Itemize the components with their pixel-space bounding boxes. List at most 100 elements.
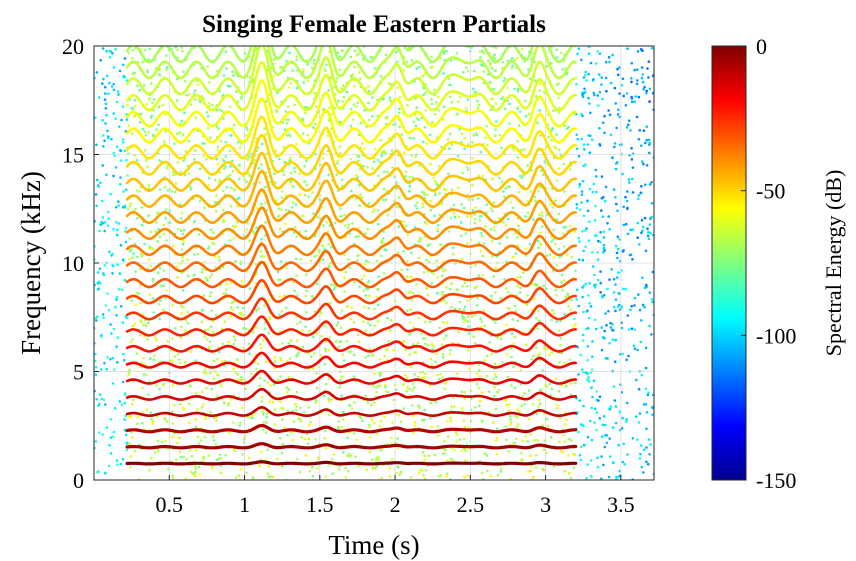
noise-point xyxy=(126,174,129,177)
noise-point xyxy=(183,111,186,114)
noise-point xyxy=(301,345,305,349)
noise-point xyxy=(200,406,204,409)
noise-point xyxy=(555,264,559,267)
noise-point xyxy=(638,308,642,312)
noise-point xyxy=(293,103,297,107)
noise-point xyxy=(595,390,598,393)
noise-point xyxy=(498,133,502,137)
noise-point xyxy=(194,418,197,421)
noise-point xyxy=(651,233,654,237)
noise-point xyxy=(535,412,539,416)
noise-point xyxy=(276,457,279,461)
noise-point xyxy=(313,352,316,355)
noise-point xyxy=(392,398,396,402)
noise-point xyxy=(355,438,359,442)
noise-point xyxy=(527,417,531,421)
noise-point xyxy=(639,340,642,344)
noise-point xyxy=(182,305,185,309)
noise-point xyxy=(540,211,544,214)
noise-point xyxy=(517,224,520,228)
noise-point xyxy=(637,95,641,99)
noise-point xyxy=(194,465,197,468)
noise-point xyxy=(165,66,169,69)
noise-point xyxy=(143,242,146,246)
noise-point xyxy=(420,468,424,472)
noise-point xyxy=(273,360,277,363)
noise-point xyxy=(392,123,395,127)
noise-point xyxy=(516,107,520,110)
colorbar-gradient xyxy=(711,45,747,481)
noise-point xyxy=(103,264,107,267)
noise-point xyxy=(502,80,506,83)
noise-point xyxy=(441,353,445,356)
noise-point xyxy=(375,390,378,394)
noise-point xyxy=(123,401,127,405)
noise-point xyxy=(489,227,493,231)
noise-point xyxy=(595,327,598,331)
noise-point xyxy=(402,151,406,154)
noise-point xyxy=(476,106,480,110)
noise-point xyxy=(328,301,332,305)
noise-point xyxy=(350,189,353,193)
noise-point xyxy=(568,437,571,441)
noise-point xyxy=(125,442,128,446)
noise-point xyxy=(157,303,161,306)
noise-point xyxy=(352,321,356,324)
noise-point xyxy=(450,188,454,192)
noise-point xyxy=(180,211,184,215)
noise-point xyxy=(194,470,197,474)
noise-point xyxy=(575,147,579,150)
noise-point xyxy=(487,73,490,76)
noise-point xyxy=(121,321,125,324)
noise-point xyxy=(248,239,251,242)
noise-point xyxy=(593,93,596,97)
noise-point xyxy=(115,298,118,301)
noise-point xyxy=(209,228,213,231)
noise-point xyxy=(579,423,583,426)
noise-point xyxy=(295,86,299,90)
noise-point xyxy=(119,149,123,152)
noise-point xyxy=(442,118,445,121)
noise-point xyxy=(602,415,606,418)
noise-point xyxy=(230,301,234,305)
noise-point xyxy=(538,402,542,405)
noise-point xyxy=(381,149,385,153)
noise-point xyxy=(439,474,443,477)
noise-point xyxy=(447,172,450,176)
noise-point xyxy=(285,121,289,125)
noise-point xyxy=(415,106,419,109)
noise-point xyxy=(151,296,155,300)
noise-point xyxy=(573,317,576,321)
noise-point xyxy=(426,244,430,247)
noise-point xyxy=(256,362,260,365)
noise-point xyxy=(596,278,600,282)
noise-point xyxy=(537,246,540,250)
noise-point xyxy=(264,431,268,434)
noise-point xyxy=(485,374,489,378)
noise-point xyxy=(611,338,615,341)
noise-point xyxy=(448,95,452,99)
noise-point xyxy=(353,401,356,404)
noise-point xyxy=(555,48,559,51)
noise-point xyxy=(605,324,608,327)
noise-point xyxy=(180,217,183,220)
noise-point xyxy=(592,91,596,95)
noise-point xyxy=(377,174,380,178)
noise-point xyxy=(133,113,137,117)
noise-point xyxy=(599,281,602,285)
noise-point xyxy=(216,148,220,152)
noise-point xyxy=(474,264,477,267)
y-axis-label: Frequency (kHz) xyxy=(16,171,46,355)
noise-point xyxy=(207,184,211,187)
noise-point xyxy=(205,278,209,282)
noise-point xyxy=(524,215,527,218)
noise-point xyxy=(128,237,132,240)
noise-point xyxy=(139,301,142,305)
noise-point xyxy=(575,203,578,206)
noise-point xyxy=(589,459,593,462)
noise-point xyxy=(488,81,491,84)
noise-point xyxy=(133,104,137,108)
noise-point xyxy=(147,184,151,187)
noise-point xyxy=(110,85,114,88)
noise-point xyxy=(618,92,621,95)
